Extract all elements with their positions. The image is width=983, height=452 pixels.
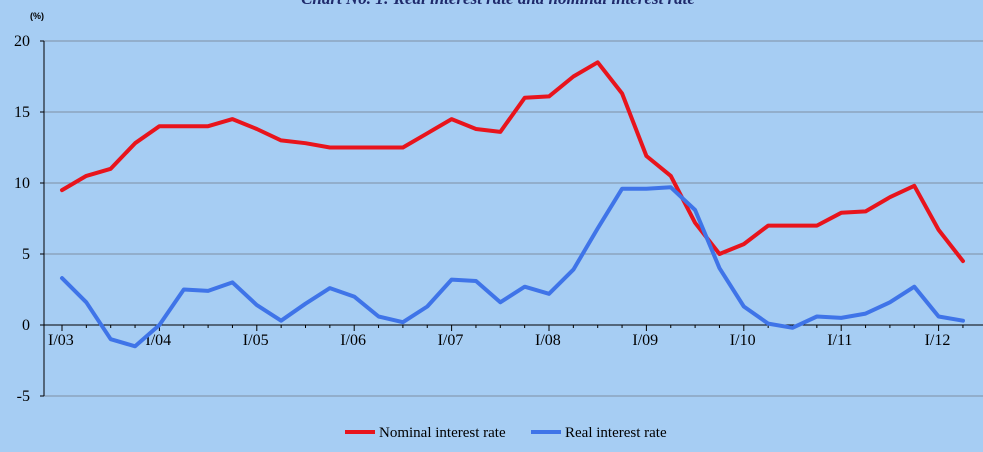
y-tick-labels: 20 15 10 5 0 -5: [14, 33, 30, 405]
legend-label-real-interest-rate: Real interest rate: [565, 425, 667, 441]
y-tick-label: 15: [14, 104, 30, 121]
nominal-interest-rate-line: [60, 60, 965, 264]
legend-label-nominal-interest-rate: Nominal interest rate: [379, 425, 506, 441]
chart-title: Chart No. 1: Real interest rate and nomi…: [301, 0, 695, 8]
x-tick-label: I/03: [48, 332, 74, 349]
x-tick-label: I/08: [535, 332, 561, 349]
x-tick-label: I/10: [730, 332, 756, 349]
gridlines: [44, 40, 983, 397]
x-tick-label: I/05: [243, 332, 269, 349]
x-tick-label: I/06: [340, 332, 366, 349]
x-tick-label: I/11: [827, 332, 852, 349]
axes: [40, 40, 983, 397]
x-tick-label: I/12: [925, 332, 951, 349]
real-interest-rate-line: [60, 185, 965, 349]
x-tick-label: I/04: [145, 332, 171, 349]
x-tick-labels: I/03 I/04 I/05 I/06 I/07 I/08 I/09 I/10 I/11 I/12: [48, 332, 950, 349]
y-tick-label: 5: [22, 246, 30, 263]
y-tick-label: 20: [14, 33, 30, 50]
y-tick-label: 10: [14, 175, 30, 192]
y-axis-unit-label: (%): [30, 11, 44, 21]
legend: Nominal interest rate Real interest rate: [345, 425, 667, 441]
x-tick-label: I/09: [632, 332, 658, 349]
y-tick-label: 0: [22, 317, 30, 334]
series-lines: [60, 60, 965, 349]
x-tick-label: I/07: [438, 332, 464, 349]
y-tick-label: -5: [17, 388, 30, 405]
